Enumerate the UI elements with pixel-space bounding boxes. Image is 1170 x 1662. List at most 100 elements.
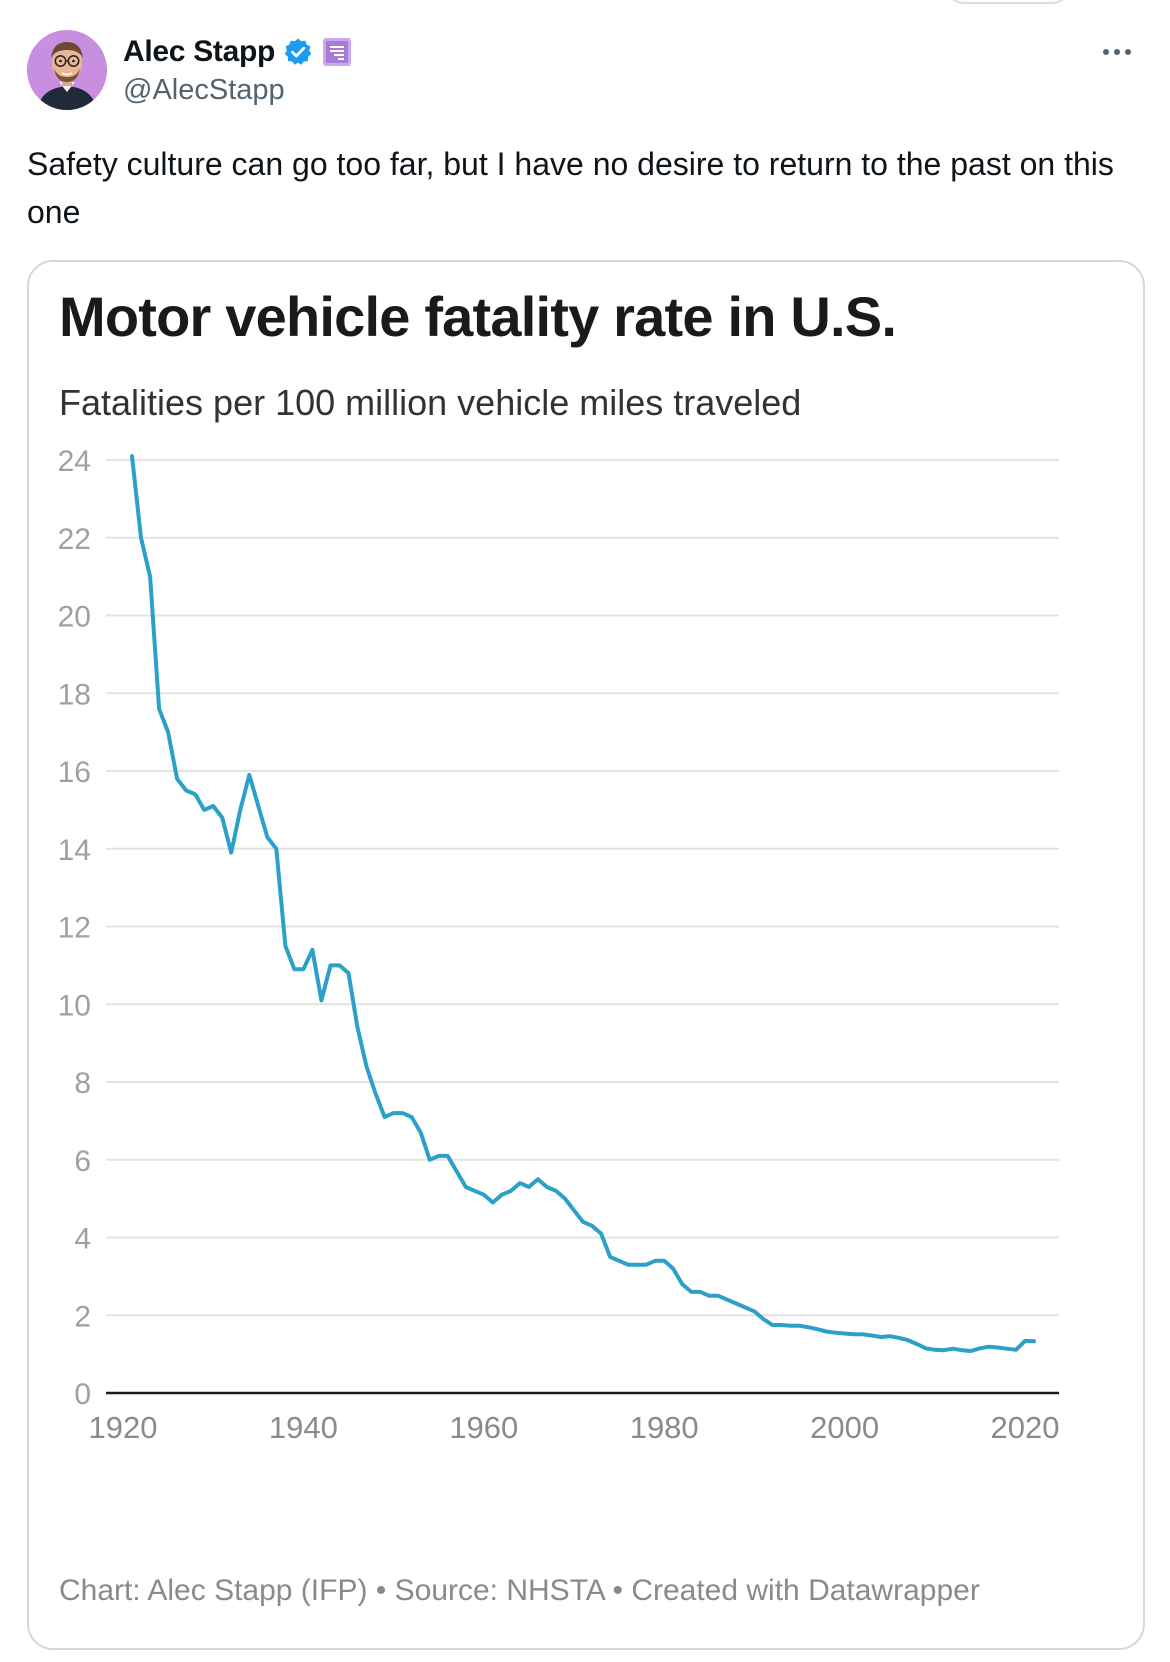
data-point bbox=[572, 1208, 576, 1212]
data-point bbox=[707, 1294, 711, 1298]
data-point bbox=[437, 1154, 441, 1158]
chart-title: Motor vehicle fatality rate in U.S. bbox=[59, 285, 897, 348]
chart-card[interactable]: 0 2 4 6 8 10 12 14 16 18 20 22 24 1920 1940 1960 1980 200… bbox=[27, 260, 1145, 1650]
data-point bbox=[283, 944, 287, 948]
data-point bbox=[256, 804, 260, 808]
data-point bbox=[987, 1345, 991, 1349]
more-options-button[interactable] bbox=[1095, 38, 1139, 66]
data-point bbox=[870, 1333, 874, 1337]
data-point bbox=[743, 1305, 747, 1309]
data-point bbox=[328, 963, 332, 967]
avatar[interactable] bbox=[27, 30, 107, 110]
data-point bbox=[446, 1154, 450, 1158]
data-point bbox=[175, 777, 179, 781]
data-point bbox=[1005, 1347, 1009, 1351]
data-point bbox=[933, 1348, 937, 1352]
data-point bbox=[590, 1224, 594, 1228]
data-point bbox=[825, 1330, 829, 1334]
data-point bbox=[879, 1335, 883, 1339]
data-point bbox=[392, 1111, 396, 1115]
data-point bbox=[671, 1267, 675, 1271]
affiliate-badge-icon[interactable] bbox=[321, 37, 353, 67]
y-tick-label: 4 bbox=[74, 1223, 91, 1256]
data-point bbox=[356, 1026, 360, 1030]
data-point bbox=[301, 967, 305, 971]
data-point bbox=[139, 536, 143, 540]
data-point bbox=[229, 851, 233, 855]
data-point bbox=[698, 1290, 702, 1294]
data-point bbox=[689, 1290, 693, 1294]
data-point bbox=[978, 1346, 982, 1350]
data-point bbox=[1032, 1339, 1036, 1343]
author-name[interactable]: Alec Stapp bbox=[123, 35, 276, 68]
data-point bbox=[924, 1346, 928, 1350]
y-tick-label: 8 bbox=[74, 1067, 91, 1100]
y-tick-label: 2 bbox=[74, 1300, 91, 1333]
verified-badge-icon[interactable] bbox=[283, 37, 313, 67]
data-point bbox=[319, 998, 323, 1002]
data-point bbox=[951, 1347, 955, 1351]
data-point bbox=[455, 1169, 459, 1173]
data-point bbox=[166, 730, 170, 734]
data-point bbox=[617, 1259, 621, 1263]
data-point bbox=[347, 971, 351, 975]
data-point bbox=[428, 1158, 432, 1162]
data-point bbox=[770, 1323, 774, 1327]
data-point bbox=[653, 1259, 657, 1263]
data-point bbox=[807, 1325, 811, 1329]
data-point bbox=[834, 1331, 838, 1335]
data-point bbox=[798, 1324, 802, 1328]
data-point bbox=[274, 847, 278, 851]
data-point bbox=[202, 808, 206, 812]
y-tick-label: 6 bbox=[74, 1145, 91, 1178]
data-point bbox=[374, 1092, 378, 1096]
data-point bbox=[509, 1189, 513, 1193]
author-handle[interactable]: @AlecStapp bbox=[123, 74, 285, 106]
data-point bbox=[915, 1342, 919, 1346]
avatar-portrait-icon bbox=[27, 30, 107, 110]
x-tick-label: 1940 bbox=[269, 1410, 338, 1445]
series-line-0 bbox=[130, 454, 1036, 1353]
data-point bbox=[816, 1327, 820, 1331]
data-point bbox=[680, 1282, 684, 1286]
data-point bbox=[635, 1263, 639, 1267]
data-point bbox=[238, 808, 242, 812]
data-point bbox=[130, 454, 134, 458]
data-point bbox=[337, 963, 341, 967]
data-point bbox=[563, 1197, 567, 1201]
data-point bbox=[554, 1189, 558, 1193]
data-point bbox=[626, 1263, 630, 1267]
data-point bbox=[906, 1338, 910, 1342]
data-point bbox=[843, 1332, 847, 1336]
data-point bbox=[644, 1263, 648, 1267]
data-point bbox=[888, 1334, 892, 1338]
data-point bbox=[220, 816, 224, 820]
data-point bbox=[310, 948, 314, 952]
data-point bbox=[788, 1324, 792, 1328]
x-tick-label: 1980 bbox=[630, 1410, 699, 1445]
data-point bbox=[410, 1115, 414, 1119]
data-point bbox=[861, 1332, 865, 1336]
data-point bbox=[960, 1348, 964, 1352]
data-point bbox=[852, 1332, 856, 1336]
data-point bbox=[734, 1302, 738, 1306]
data-point bbox=[157, 707, 161, 711]
data-point bbox=[761, 1317, 765, 1321]
data-point bbox=[581, 1220, 585, 1224]
data-point bbox=[401, 1111, 405, 1115]
data-point bbox=[752, 1309, 756, 1313]
data-point bbox=[545, 1185, 549, 1189]
data-point bbox=[383, 1115, 387, 1119]
x-tick-label: 1920 bbox=[89, 1410, 158, 1445]
y-tick-label: 22 bbox=[58, 523, 91, 556]
y-tick-label: 0 bbox=[74, 1378, 91, 1411]
y-tick-label: 20 bbox=[58, 601, 91, 634]
data-point bbox=[419, 1131, 423, 1135]
y-tick-label: 10 bbox=[58, 989, 91, 1022]
data-point bbox=[1014, 1348, 1018, 1352]
data-point bbox=[527, 1185, 531, 1189]
data-point bbox=[247, 773, 251, 777]
data-point bbox=[491, 1201, 495, 1205]
data-point bbox=[518, 1181, 522, 1185]
